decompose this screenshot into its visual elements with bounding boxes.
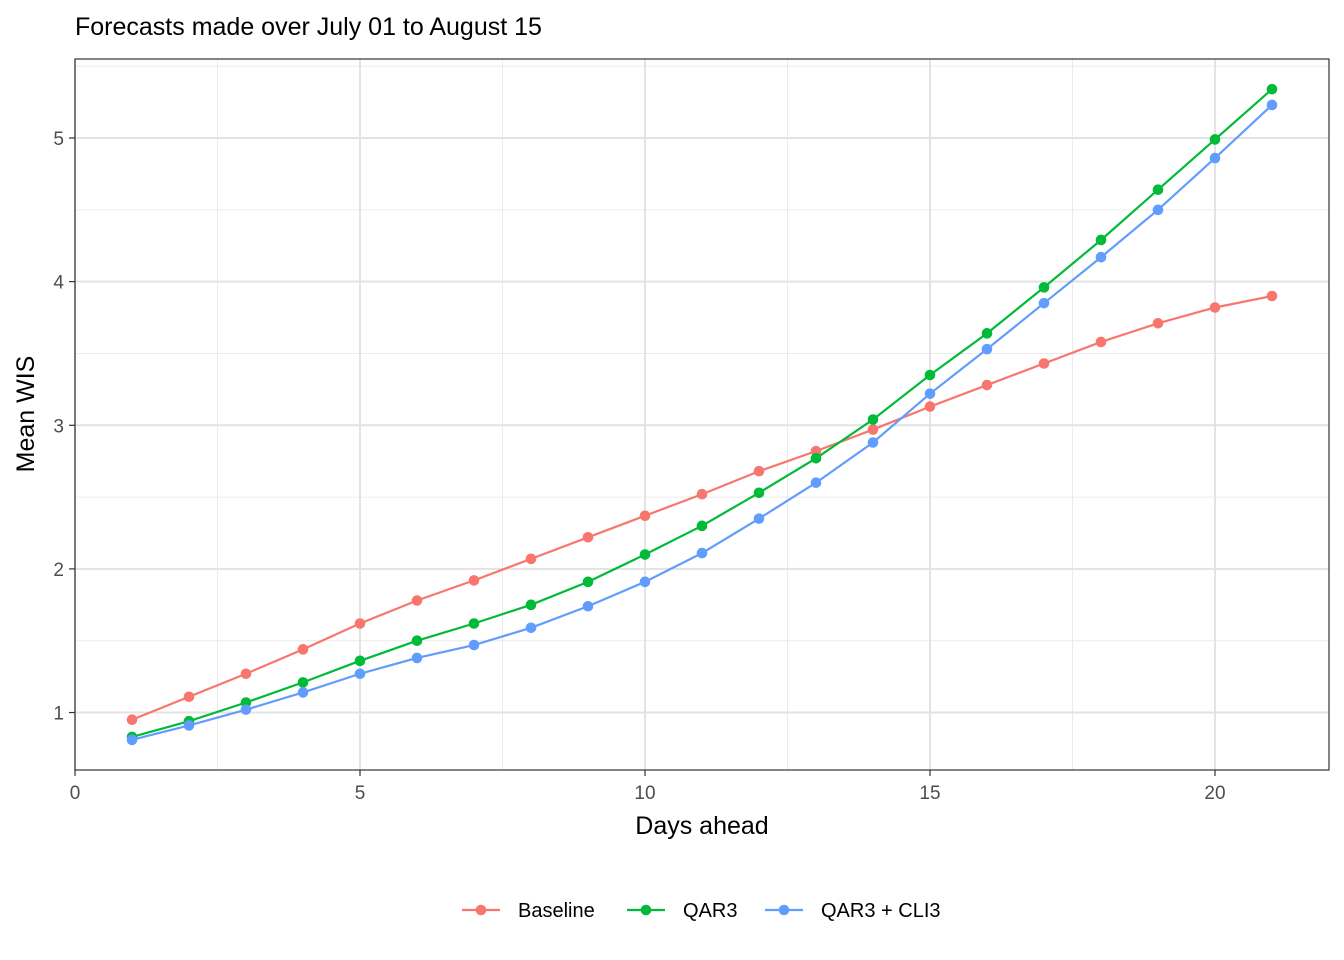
- legend-label: Baseline: [518, 900, 595, 922]
- legend-key-point: [640, 904, 652, 916]
- data-point: [1038, 358, 1050, 369]
- data-point: [981, 379, 993, 391]
- data-point: [468, 575, 480, 586]
- data-point: [753, 513, 765, 524]
- data-point: [1095, 234, 1107, 246]
- data-point: [924, 369, 936, 381]
- data-point: [639, 510, 651, 522]
- data-point: [1266, 99, 1278, 111]
- data-point: [411, 635, 423, 647]
- x-tick-label: 20: [1204, 783, 1225, 804]
- data-point: [1209, 302, 1221, 313]
- legend-item: QAR3 + CLI3: [765, 900, 941, 922]
- x-tick-label: 0: [70, 783, 81, 804]
- data-point: [924, 388, 936, 399]
- x-axis: 0 5 10 15 20: [70, 770, 1226, 804]
- data-point: [810, 477, 822, 489]
- data-point: [1095, 336, 1107, 348]
- data-point: [639, 549, 651, 560]
- data-point: [525, 599, 537, 611]
- data-point: [867, 414, 879, 425]
- grid-major: [74, 59, 1329, 770]
- data-point: [639, 576, 651, 588]
- data-point: [867, 424, 879, 435]
- data-point: [126, 734, 138, 746]
- data-point: [753, 465, 765, 477]
- chart-title: Forecasts made over July 01 to August 15: [75, 13, 542, 41]
- legend-key-point: [475, 904, 487, 916]
- data-point: [924, 401, 936, 412]
- plot-panel-border: [74, 58, 1330, 771]
- data-point: [354, 618, 366, 629]
- data-point: [468, 639, 480, 651]
- legend: Baseline QAR3 QAR3 + CLI3: [462, 900, 941, 922]
- data-point: [1266, 290, 1278, 302]
- data-point: [582, 576, 594, 588]
- data-point: [1209, 134, 1221, 145]
- data-point: [1209, 152, 1221, 164]
- data-point: [810, 453, 822, 464]
- data-point: [240, 704, 252, 715]
- data-point: [525, 553, 537, 565]
- data-point: [867, 437, 879, 448]
- data-point: [582, 600, 594, 612]
- data-point: [354, 668, 366, 680]
- series-line: [131, 294, 1273, 721]
- series-qar3: [126, 83, 1278, 743]
- legend-item: Baseline: [462, 900, 595, 922]
- data-point: [468, 618, 480, 629]
- x-axis-title: Days ahead: [635, 812, 768, 840]
- series-line: [131, 88, 1273, 739]
- legend-label: QAR3: [683, 900, 737, 922]
- y-axis-title: Mean WIS: [12, 356, 40, 473]
- data-point: [183, 691, 195, 703]
- legend-item: QAR3: [627, 900, 737, 922]
- data-point: [1095, 251, 1107, 263]
- data-point: [297, 644, 309, 655]
- y-tick-label: 3: [53, 416, 64, 437]
- data-point: [183, 720, 195, 731]
- data-point: [1152, 317, 1164, 329]
- data-point: [981, 328, 993, 339]
- data-point: [1038, 282, 1050, 293]
- y-axis: 1 2 3 4 5: [53, 129, 75, 725]
- data-point: [696, 488, 708, 500]
- data-point: [297, 687, 309, 698]
- data-point: [525, 622, 537, 634]
- y-tick-label: 2: [53, 560, 64, 581]
- y-tick-label: 4: [53, 273, 64, 294]
- data-point: [696, 520, 708, 532]
- data-point: [981, 343, 993, 355]
- data-point: [696, 547, 708, 559]
- data-point: [240, 668, 252, 680]
- data-point: [411, 652, 423, 664]
- legend-label: QAR3 + CLI3: [821, 900, 941, 922]
- y-tick-label: 1: [53, 704, 64, 725]
- x-tick-label: 10: [634, 783, 655, 804]
- series-qar3-cli3: [126, 99, 1278, 746]
- data-point: [1152, 204, 1164, 216]
- y-tick-label: 5: [53, 129, 64, 150]
- data-point: [354, 655, 366, 667]
- series-layer: [126, 83, 1278, 746]
- data-point: [753, 487, 765, 499]
- x-tick-label: 15: [919, 783, 940, 804]
- data-point: [1152, 184, 1164, 196]
- data-point: [411, 595, 423, 606]
- data-point: [1266, 83, 1278, 95]
- series-baseline: [126, 290, 1278, 726]
- grid-minor: [75, 59, 1329, 770]
- legend-key-point: [778, 904, 790, 916]
- data-point: [297, 677, 309, 688]
- data-point: [1038, 297, 1050, 309]
- x-tick-label: 5: [355, 783, 366, 804]
- data-point: [126, 714, 138, 726]
- data-point: [582, 532, 594, 543]
